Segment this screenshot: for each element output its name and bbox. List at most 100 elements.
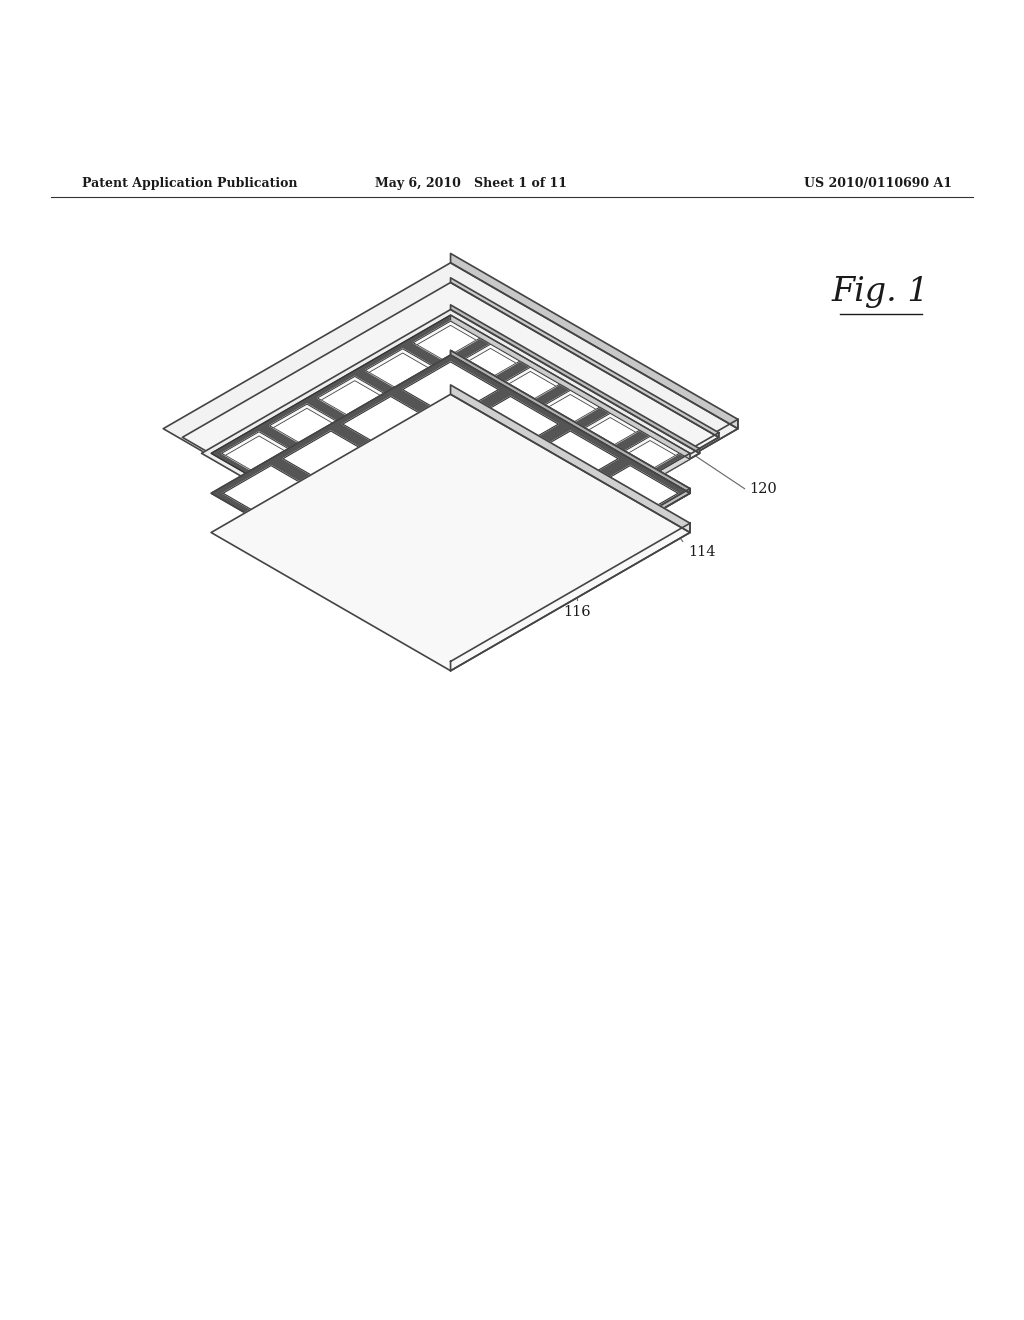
Text: US 2010/0110690 A1: US 2010/0110690 A1 bbox=[804, 177, 952, 190]
Polygon shape bbox=[343, 466, 438, 521]
Polygon shape bbox=[457, 348, 516, 383]
Polygon shape bbox=[451, 453, 690, 598]
Polygon shape bbox=[381, 524, 449, 562]
Polygon shape bbox=[451, 350, 690, 494]
Polygon shape bbox=[451, 253, 738, 429]
Polygon shape bbox=[211, 395, 690, 671]
Polygon shape bbox=[401, 426, 460, 461]
Polygon shape bbox=[389, 473, 456, 512]
Polygon shape bbox=[341, 500, 409, 540]
Polygon shape bbox=[485, 418, 552, 457]
Polygon shape bbox=[463, 535, 558, 590]
Polygon shape bbox=[451, 488, 690, 631]
Polygon shape bbox=[211, 315, 690, 591]
Polygon shape bbox=[265, 459, 325, 494]
Polygon shape bbox=[402, 569, 499, 624]
Polygon shape bbox=[182, 282, 719, 593]
Polygon shape bbox=[525, 441, 592, 479]
Polygon shape bbox=[451, 449, 699, 597]
Polygon shape bbox=[301, 478, 369, 516]
Polygon shape bbox=[361, 404, 420, 438]
Text: 112: 112 bbox=[311, 385, 339, 417]
Polygon shape bbox=[409, 376, 468, 411]
Polygon shape bbox=[433, 500, 493, 535]
Polygon shape bbox=[313, 432, 373, 466]
Polygon shape bbox=[469, 519, 536, 558]
Text: Patent Application Publication: Patent Application Publication bbox=[82, 177, 297, 190]
Polygon shape bbox=[385, 528, 444, 562]
Polygon shape bbox=[451, 385, 690, 532]
Polygon shape bbox=[393, 478, 453, 512]
Polygon shape bbox=[451, 305, 699, 453]
Text: May 6, 2010   Sheet 1 of 11: May 6, 2010 Sheet 1 of 11 bbox=[375, 177, 567, 190]
Polygon shape bbox=[402, 362, 499, 417]
Polygon shape bbox=[309, 428, 376, 466]
Polygon shape bbox=[402, 500, 499, 556]
Polygon shape bbox=[451, 277, 719, 437]
Polygon shape bbox=[429, 496, 496, 535]
Polygon shape bbox=[273, 408, 333, 442]
Polygon shape bbox=[353, 454, 413, 488]
Polygon shape bbox=[612, 437, 680, 475]
Polygon shape bbox=[453, 345, 520, 383]
Polygon shape bbox=[565, 465, 632, 503]
Text: 106: 106 bbox=[271, 368, 298, 400]
Polygon shape bbox=[537, 395, 596, 429]
Text: 110: 110 bbox=[249, 384, 276, 414]
Polygon shape bbox=[421, 546, 487, 586]
Text: 104: 104 bbox=[290, 372, 317, 404]
Polygon shape bbox=[449, 399, 508, 433]
Polygon shape bbox=[343, 396, 438, 451]
Text: 120: 120 bbox=[750, 482, 777, 496]
Polygon shape bbox=[463, 466, 558, 521]
Polygon shape bbox=[532, 391, 600, 429]
Polygon shape bbox=[528, 445, 588, 479]
Polygon shape bbox=[357, 400, 424, 438]
Text: 100: 100 bbox=[632, 449, 659, 463]
Polygon shape bbox=[163, 263, 738, 594]
Polygon shape bbox=[402, 432, 499, 486]
Polygon shape bbox=[211, 355, 690, 631]
Polygon shape bbox=[369, 352, 428, 387]
Polygon shape bbox=[322, 380, 380, 414]
Polygon shape bbox=[451, 488, 690, 631]
Polygon shape bbox=[261, 455, 329, 494]
Polygon shape bbox=[269, 404, 336, 442]
Polygon shape bbox=[283, 432, 379, 486]
Polygon shape bbox=[414, 321, 480, 359]
Polygon shape bbox=[343, 535, 438, 590]
Polygon shape bbox=[572, 413, 640, 451]
Text: 114: 114 bbox=[688, 545, 716, 558]
Polygon shape bbox=[451, 523, 690, 671]
Polygon shape bbox=[425, 552, 484, 585]
Polygon shape bbox=[481, 473, 540, 507]
Polygon shape bbox=[221, 432, 289, 470]
Polygon shape bbox=[568, 469, 628, 503]
Polygon shape bbox=[417, 325, 476, 359]
Polygon shape bbox=[517, 491, 584, 531]
Polygon shape bbox=[451, 350, 690, 494]
Polygon shape bbox=[477, 469, 544, 507]
Polygon shape bbox=[366, 348, 432, 387]
Polygon shape bbox=[583, 466, 678, 521]
Polygon shape bbox=[473, 524, 532, 557]
Polygon shape bbox=[283, 500, 379, 556]
Polygon shape bbox=[616, 441, 676, 475]
Polygon shape bbox=[522, 432, 618, 486]
Polygon shape bbox=[497, 371, 556, 405]
Polygon shape bbox=[406, 372, 472, 411]
Polygon shape bbox=[445, 395, 512, 433]
Polygon shape bbox=[488, 422, 548, 457]
Polygon shape bbox=[345, 506, 404, 539]
Polygon shape bbox=[451, 433, 719, 593]
Polygon shape bbox=[577, 417, 636, 451]
Text: Fig. 1: Fig. 1 bbox=[831, 276, 930, 308]
Polygon shape bbox=[451, 315, 690, 459]
Polygon shape bbox=[305, 482, 365, 516]
Polygon shape bbox=[202, 309, 699, 597]
Polygon shape bbox=[349, 450, 416, 488]
Polygon shape bbox=[521, 496, 580, 529]
Polygon shape bbox=[437, 446, 504, 484]
Polygon shape bbox=[451, 420, 738, 594]
Text: 102: 102 bbox=[251, 412, 279, 444]
